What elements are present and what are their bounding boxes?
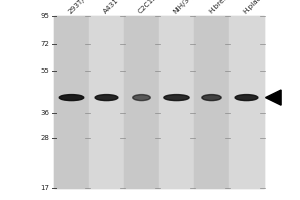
Ellipse shape bbox=[95, 95, 118, 101]
Bar bbox=[229, 16, 264, 188]
Bar bbox=[124, 16, 159, 188]
Text: 17: 17 bbox=[40, 185, 50, 191]
Text: H.placenta: H.placenta bbox=[242, 0, 274, 15]
Bar bbox=[159, 16, 194, 188]
Ellipse shape bbox=[164, 95, 189, 101]
Text: 95: 95 bbox=[40, 13, 50, 19]
Text: C2C12: C2C12 bbox=[137, 0, 158, 15]
Text: 72: 72 bbox=[40, 41, 50, 47]
Bar bbox=[89, 16, 124, 188]
Polygon shape bbox=[266, 90, 281, 105]
Text: NIH/3T3: NIH/3T3 bbox=[172, 0, 197, 15]
Ellipse shape bbox=[235, 95, 258, 101]
Text: 28: 28 bbox=[40, 135, 50, 141]
Text: 293T/17: 293T/17 bbox=[67, 0, 93, 15]
Ellipse shape bbox=[202, 95, 221, 101]
Text: 36: 36 bbox=[40, 110, 50, 116]
Text: A431: A431 bbox=[102, 0, 120, 15]
Bar bbox=[54, 16, 89, 188]
Bar bbox=[54, 16, 264, 188]
Ellipse shape bbox=[133, 95, 150, 101]
Ellipse shape bbox=[59, 95, 84, 101]
Bar bbox=[194, 16, 229, 188]
Text: H.breast: H.breast bbox=[207, 0, 233, 15]
Text: 55: 55 bbox=[41, 68, 50, 74]
